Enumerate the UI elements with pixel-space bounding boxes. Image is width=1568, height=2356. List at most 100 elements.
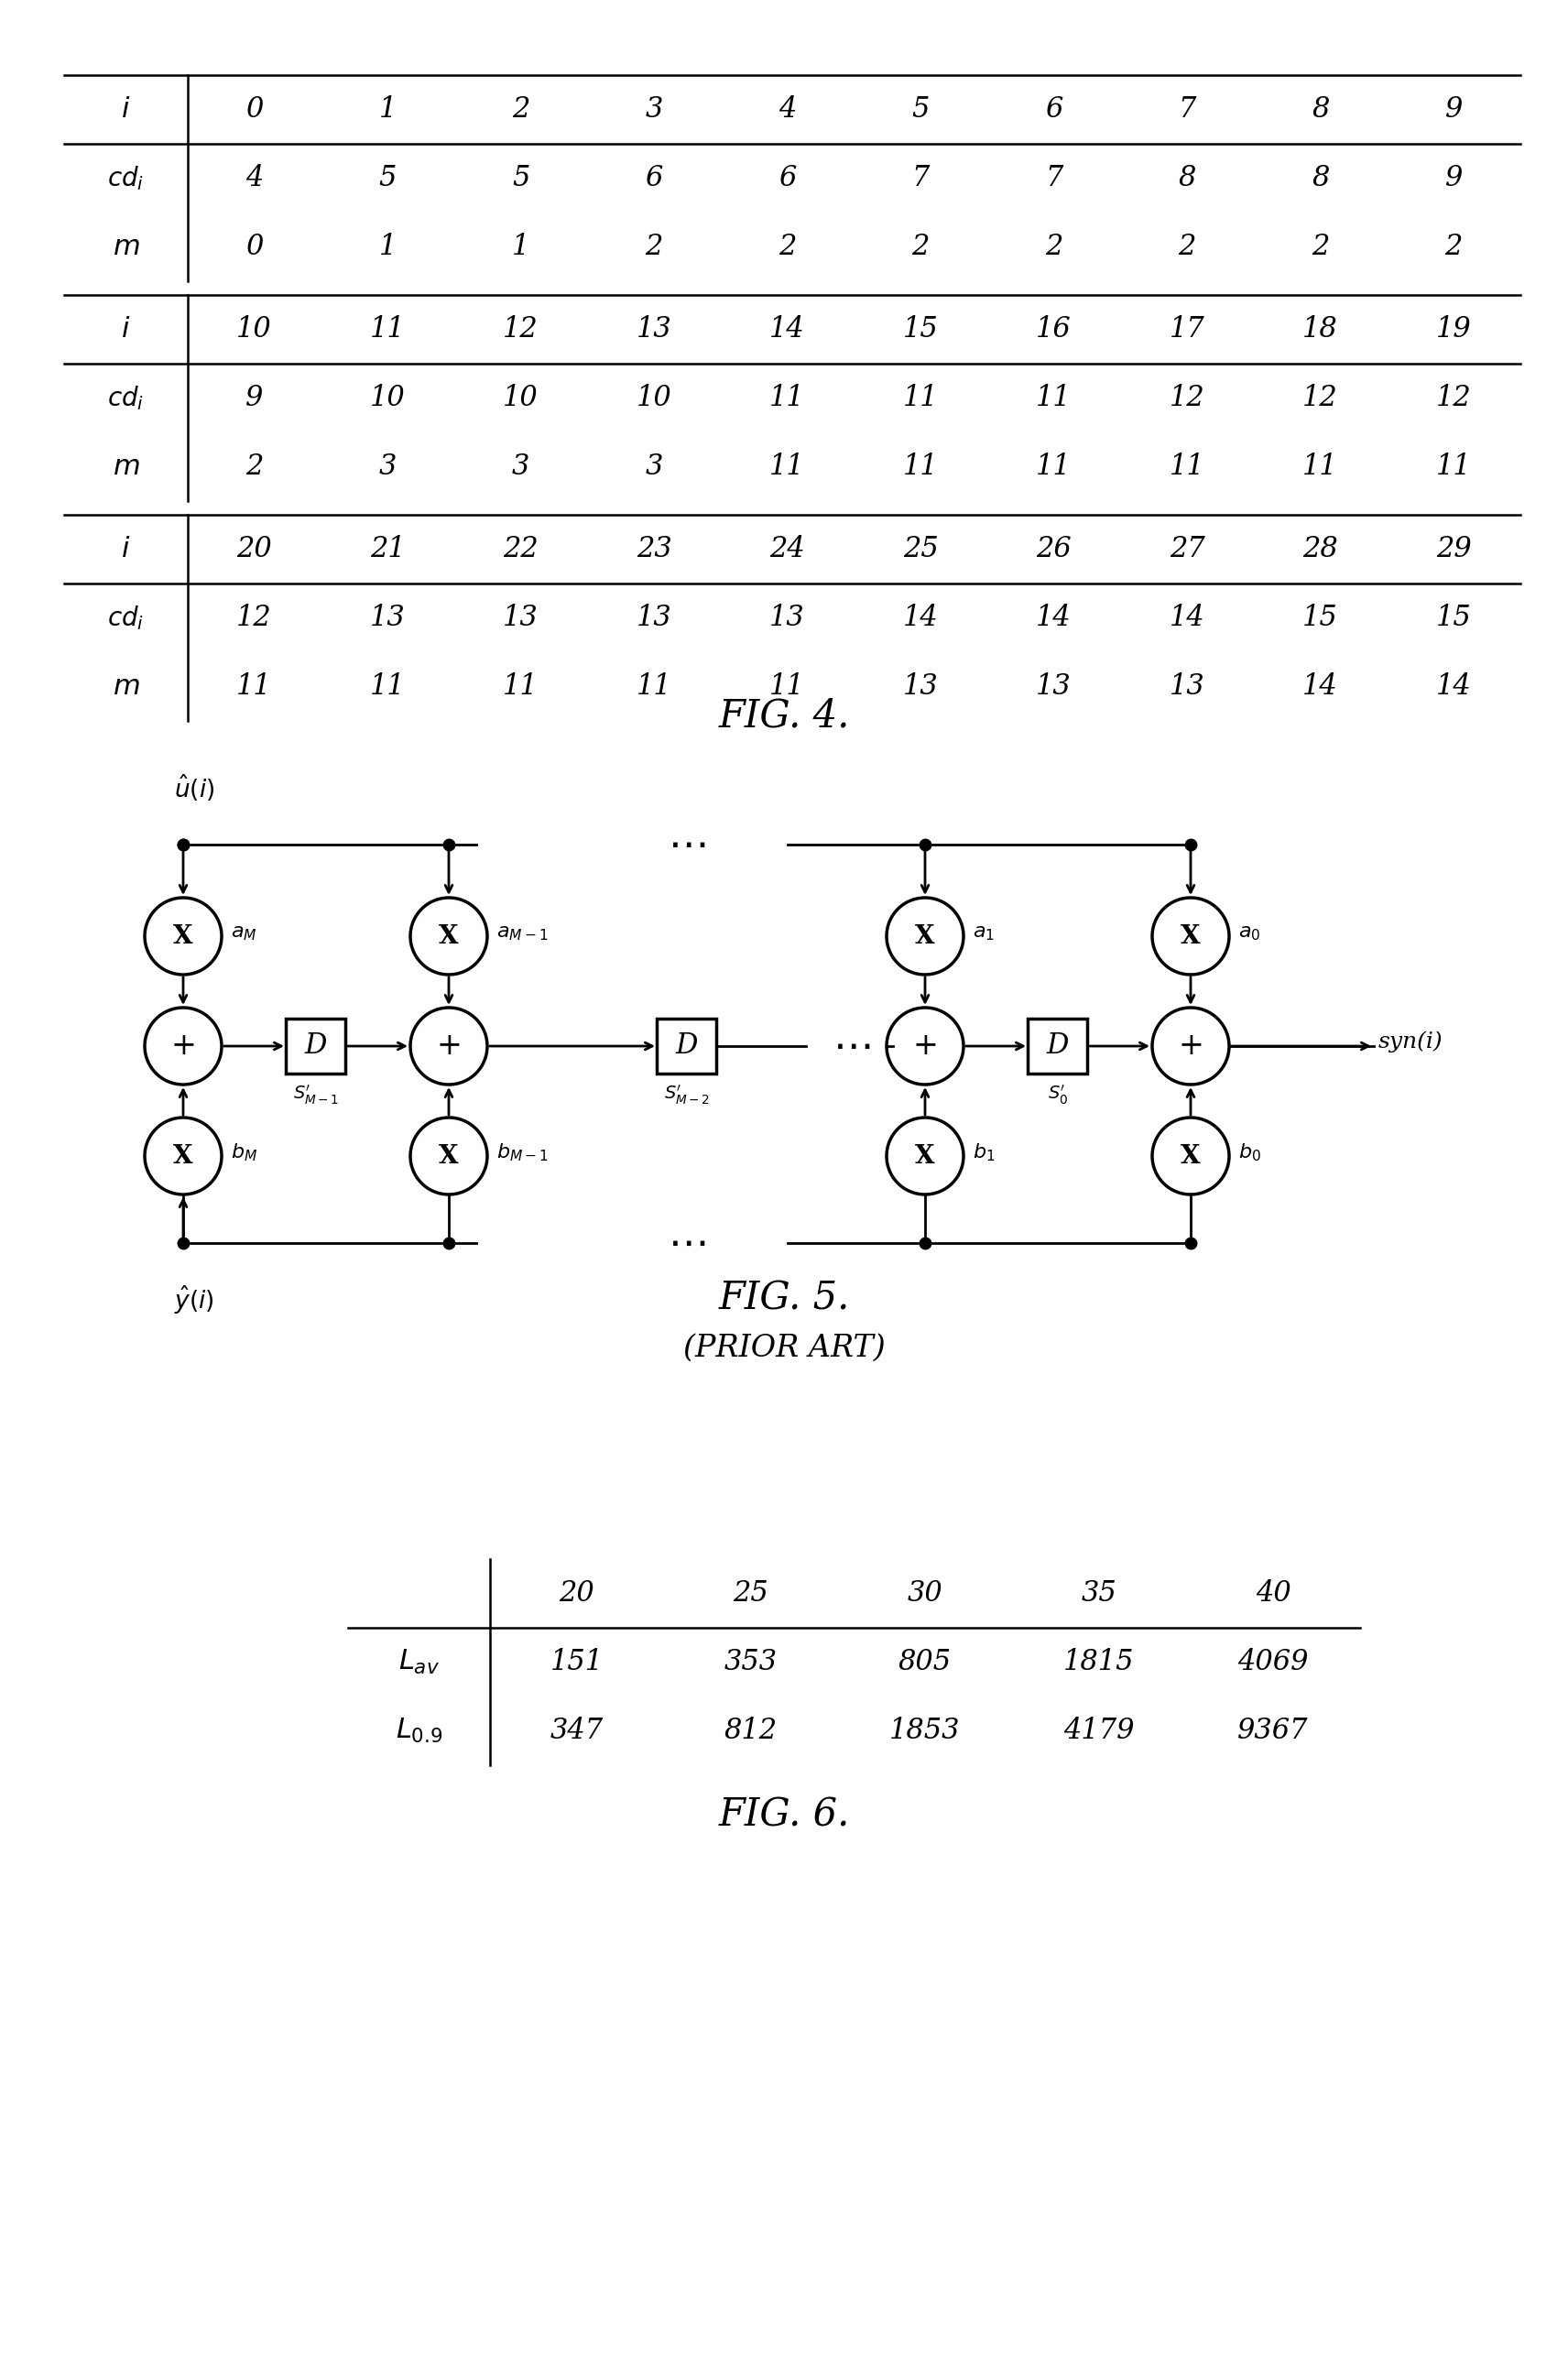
Text: 2: 2	[1444, 233, 1463, 262]
Text: X: X	[439, 1143, 459, 1169]
Text: 11: 11	[503, 671, 539, 700]
Text: 1: 1	[379, 94, 397, 123]
Text: 11: 11	[770, 671, 806, 700]
Text: 12: 12	[1436, 384, 1471, 412]
Text: 0: 0	[246, 94, 263, 123]
Text: $L_{av}$: $L_{av}$	[398, 1647, 439, 1677]
Text: 4069: 4069	[1237, 1647, 1309, 1677]
Text: +: +	[436, 1032, 461, 1060]
Text: 9: 9	[246, 384, 263, 412]
Text: 21: 21	[370, 535, 406, 563]
Text: 4179: 4179	[1063, 1718, 1135, 1746]
Text: 30: 30	[908, 1579, 942, 1607]
Text: 8: 8	[1178, 165, 1196, 193]
Text: $cd_i$: $cd_i$	[108, 165, 144, 193]
Text: 2: 2	[913, 233, 930, 262]
Text: 353: 353	[724, 1647, 778, 1677]
Text: FIG. 5.: FIG. 5.	[718, 1279, 850, 1317]
Text: $cd_i$: $cd_i$	[108, 384, 144, 412]
Text: 11: 11	[637, 671, 673, 700]
Text: 1853: 1853	[889, 1718, 961, 1746]
Text: $m$: $m$	[113, 452, 140, 481]
Text: FIG. 6.: FIG. 6.	[718, 1795, 850, 1835]
Text: 11: 11	[237, 671, 273, 700]
Text: FIG. 4.: FIG. 4.	[718, 697, 850, 735]
Text: X: X	[174, 1143, 193, 1169]
Text: 20: 20	[560, 1579, 594, 1607]
Text: X: X	[1181, 1143, 1201, 1169]
Text: 6: 6	[779, 165, 797, 193]
Text: 12: 12	[1303, 384, 1338, 412]
Text: 29: 29	[1436, 535, 1471, 563]
Text: 14: 14	[1036, 603, 1071, 631]
Text: X: X	[916, 1143, 935, 1169]
Text: 17: 17	[1170, 316, 1204, 344]
Text: D: D	[676, 1032, 698, 1060]
Text: 11: 11	[370, 671, 406, 700]
Text: 15: 15	[1303, 603, 1338, 631]
Text: 14: 14	[770, 316, 806, 344]
Text: 1815: 1815	[1063, 1647, 1135, 1677]
Text: $m$: $m$	[113, 233, 140, 262]
Text: 9: 9	[1444, 94, 1463, 123]
Text: 28: 28	[1303, 535, 1338, 563]
Text: 11: 11	[770, 384, 806, 412]
Text: 14: 14	[1303, 671, 1338, 700]
Text: 11: 11	[903, 384, 938, 412]
Text: 14: 14	[1170, 603, 1204, 631]
Text: 11: 11	[770, 452, 806, 481]
Text: 13: 13	[637, 603, 673, 631]
Text: (PRIOR ART): (PRIOR ART)	[684, 1333, 884, 1364]
Text: 10: 10	[237, 316, 273, 344]
Text: $b_{M-1}$: $b_{M-1}$	[497, 1143, 549, 1164]
Text: 2: 2	[779, 233, 797, 262]
Text: 8: 8	[1311, 94, 1330, 123]
Text: 11: 11	[903, 452, 938, 481]
Text: $\cdots$: $\cdots$	[668, 825, 706, 865]
Text: 6: 6	[1046, 94, 1063, 123]
Text: $b_M$: $b_M$	[230, 1143, 257, 1164]
Text: 14: 14	[903, 603, 938, 631]
Text: +: +	[1178, 1032, 1203, 1060]
Text: 11: 11	[1036, 452, 1071, 481]
Text: $i$: $i$	[121, 94, 130, 123]
Text: 40: 40	[1256, 1579, 1290, 1607]
Text: $b_0$: $b_0$	[1239, 1143, 1261, 1164]
Text: $i$: $i$	[121, 316, 130, 344]
Text: 8: 8	[1311, 165, 1330, 193]
Text: $S_{M-2}^{\prime}$: $S_{M-2}^{\prime}$	[663, 1084, 710, 1105]
Text: 2: 2	[513, 94, 530, 123]
Text: 13: 13	[637, 316, 673, 344]
Text: 11: 11	[1436, 452, 1471, 481]
Text: 2: 2	[1311, 233, 1330, 262]
Text: 12: 12	[1170, 384, 1204, 412]
Text: 805: 805	[898, 1647, 952, 1677]
Bar	[1029, 1018, 1088, 1074]
Text: 24: 24	[770, 535, 806, 563]
Text: D: D	[1046, 1032, 1069, 1060]
Text: $a_M$: $a_M$	[230, 924, 257, 942]
Text: $\hat{u}(i)$: $\hat{u}(i)$	[174, 773, 215, 803]
Text: 9: 9	[1444, 165, 1463, 193]
Text: 14: 14	[1436, 671, 1471, 700]
Text: 19: 19	[1436, 316, 1471, 344]
Text: 11: 11	[1303, 452, 1338, 481]
Text: $\cdots$: $\cdots$	[668, 1223, 706, 1263]
Text: +: +	[171, 1032, 196, 1060]
Text: 4: 4	[779, 94, 797, 123]
Text: 2: 2	[1046, 233, 1063, 262]
Text: 12: 12	[503, 316, 539, 344]
Text: 11: 11	[370, 316, 406, 344]
Text: X: X	[174, 924, 193, 949]
Text: 812: 812	[724, 1718, 778, 1746]
Text: X: X	[439, 924, 459, 949]
Text: 13: 13	[503, 603, 539, 631]
Text: $a_{M-1}$: $a_{M-1}$	[497, 924, 549, 942]
Text: 3: 3	[513, 452, 530, 481]
Text: 11: 11	[1036, 384, 1071, 412]
Text: 3: 3	[646, 452, 663, 481]
Text: 9367: 9367	[1237, 1718, 1309, 1746]
Text: 20: 20	[237, 535, 273, 563]
Text: 2: 2	[1178, 233, 1196, 262]
Text: 25: 25	[734, 1579, 768, 1607]
